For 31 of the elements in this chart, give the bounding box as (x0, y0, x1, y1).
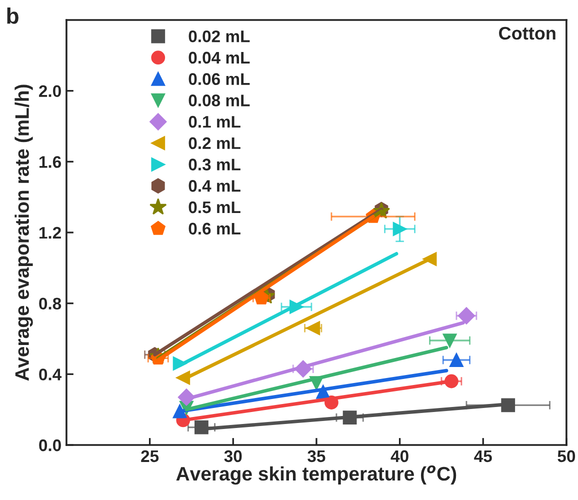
legend-label: 0.5 mL (188, 201, 240, 214)
x-axis-title: Average skin temperature ($^{o}$C) (176, 465, 456, 485)
text: b (7, 8, 18, 24)
y-tick-label: 2.0 (39, 85, 61, 98)
legend-label: 0.1 mL (188, 116, 240, 128)
y-axis-title: Average evaporation rate (mL/h) (14, 84, 33, 381)
point (306, 321, 320, 336)
x-tick-label: 50 (558, 450, 576, 462)
annotation: Cotton (499, 26, 556, 40)
legend-label: 0.4 mL (188, 180, 240, 192)
x-tick-label: 40 (390, 450, 408, 462)
point (442, 334, 457, 348)
x-tick-label: 45 (474, 450, 492, 462)
legend-label: 0.04 mL (188, 52, 250, 64)
point (450, 353, 464, 367)
x-tick-label: 25 (141, 450, 159, 462)
y-tick-label: 1.2 (39, 226, 61, 239)
x-tick-label: 35 (308, 450, 326, 462)
point (392, 222, 407, 236)
y-tick-label: 0.8 (39, 298, 62, 310)
legend-label: 0.6 mL (188, 222, 240, 235)
legend-label: 0.08 mL (188, 94, 250, 106)
point (458, 307, 475, 324)
legend-label: 0.06 mL (188, 73, 250, 85)
y-tick-label: 1.6 (39, 156, 62, 168)
legend-label: 0.02 mL (188, 30, 250, 42)
y-tick-label: 0.0 (39, 439, 61, 452)
legend-label: 0.2 mL (188, 137, 240, 150)
legend-label: 0.3 mL (188, 158, 240, 170)
y-tick-label: 0.4 (39, 368, 62, 380)
x-tick-label: 30 (224, 450, 242, 462)
